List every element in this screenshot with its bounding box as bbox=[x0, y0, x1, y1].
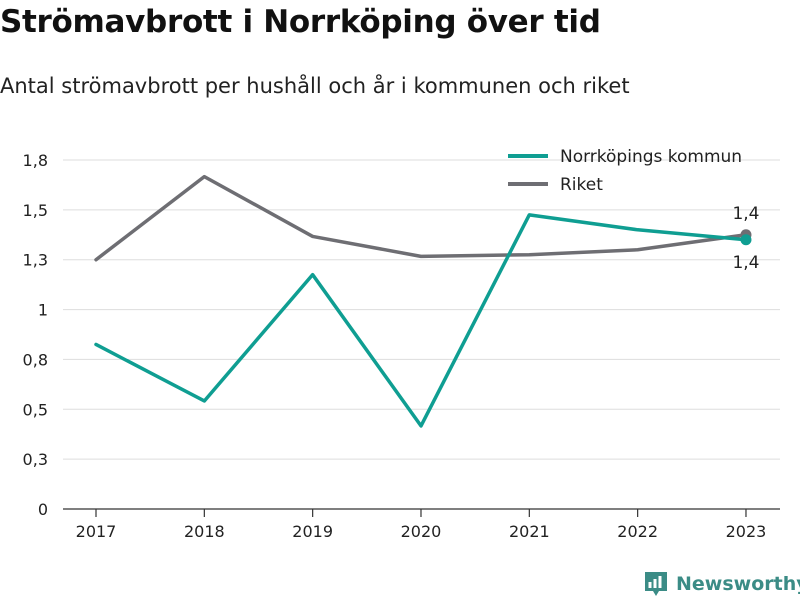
x-tick-label: 2023 bbox=[726, 522, 767, 541]
y-tick-label: 1 bbox=[38, 301, 48, 320]
chart-title: Strömavbrott i Norrköping över tid bbox=[0, 4, 601, 40]
y-axis: 0 0,3 0,5 0,8 1 1,3 1,5 1,8 bbox=[23, 151, 48, 519]
y-tick-label: 0,5 bbox=[23, 400, 48, 419]
x-axis: 2017 2018 2019 2020 2021 2022 2023 bbox=[76, 509, 767, 541]
x-tick-label: 2020 bbox=[401, 522, 442, 541]
y-tick-label: 0 bbox=[38, 500, 48, 519]
end-label-norrkoping: 1,4 bbox=[732, 253, 759, 273]
y-tick-label: 1,3 bbox=[23, 251, 48, 270]
y-tick-label: 1,8 bbox=[23, 151, 48, 170]
data-point bbox=[740, 234, 752, 246]
series-lines bbox=[94, 174, 752, 428]
y-tick-label: 1,5 bbox=[23, 201, 48, 220]
legend-label: Norrköpings kommun bbox=[560, 147, 742, 167]
x-tick-label: 2019 bbox=[292, 522, 333, 541]
y-tick-label: 0,3 bbox=[23, 450, 48, 469]
series-line-norrkoping bbox=[94, 213, 748, 428]
x-tick-label: 2021 bbox=[509, 522, 550, 541]
end-label-riket: 1,4 bbox=[732, 204, 759, 224]
series-line-riket bbox=[94, 174, 748, 262]
legend: Norrköpings kommun Riket bbox=[508, 147, 742, 195]
newsworthy-brand: Newsworthy bbox=[644, 568, 800, 600]
end-labels: 1,4 1,4 bbox=[732, 204, 759, 273]
x-tick-label: 2018 bbox=[184, 522, 225, 541]
gridlines bbox=[63, 159, 780, 510]
chart-subtitle: Antal strömavbrott per hushåll och år i … bbox=[0, 74, 630, 98]
y-tick-label: 0,8 bbox=[23, 350, 48, 369]
newsworthy-logo-icon bbox=[645, 572, 667, 596]
x-tick-label: 2017 bbox=[76, 522, 117, 541]
legend-label: Riket bbox=[560, 175, 603, 195]
x-tick-label: 2022 bbox=[617, 522, 658, 541]
brand-name: Newsworthy bbox=[676, 573, 800, 595]
